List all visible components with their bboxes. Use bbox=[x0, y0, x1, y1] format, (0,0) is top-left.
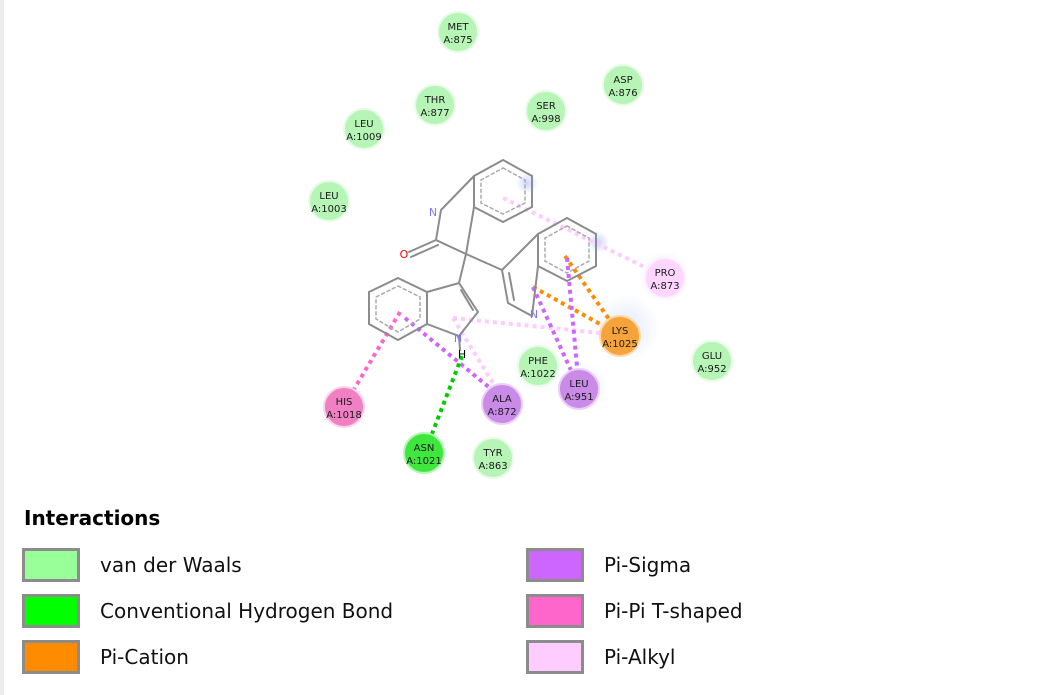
residue-name: LEU bbox=[354, 119, 373, 130]
ligand-bond bbox=[458, 335, 461, 351]
legend-label: Pi-Sigma bbox=[604, 553, 692, 577]
residue-pro873: PRO A:873 bbox=[644, 257, 686, 299]
residue-id: A:876 bbox=[608, 88, 637, 99]
atom-n-indole-right: N bbox=[530, 308, 538, 321]
residue-ser998: SER A:998 bbox=[525, 90, 567, 132]
residue-ala872: ALA A:872 bbox=[481, 383, 523, 425]
atom-n-lactam: N bbox=[429, 206, 437, 219]
residue-glu952: GLU A:952 bbox=[691, 340, 733, 382]
carbonyl-bond bbox=[410, 244, 439, 258]
residue-name: SER bbox=[536, 101, 556, 112]
residue-asn1021: ASN A:1021 bbox=[403, 432, 445, 474]
carbonyl-bond bbox=[408, 239, 437, 253]
benzene-ring bbox=[537, 216, 597, 283]
window-left-edge bbox=[0, 0, 4, 695]
hydrogen-bond-line bbox=[423, 355, 464, 453]
oxindole-ring bbox=[434, 175, 475, 256]
residue-name: GLU bbox=[702, 351, 722, 362]
legend-swatch bbox=[22, 640, 80, 674]
pi-sigma-line bbox=[531, 286, 581, 389]
pi-alkyl-line bbox=[502, 196, 666, 279]
residue-id: A:1022 bbox=[520, 369, 555, 380]
residue-thr877: THR A:877 bbox=[414, 84, 456, 126]
residue-id: A:998 bbox=[531, 114, 560, 125]
residue-name: THR bbox=[424, 95, 446, 106]
residue-name: ASN bbox=[414, 443, 435, 454]
residue-tyr863: TYR A:863 bbox=[472, 437, 514, 479]
aromatic-ring bbox=[480, 167, 526, 215]
legend-label: Pi-Cation bbox=[100, 645, 189, 669]
residue-name: ASP bbox=[613, 75, 632, 86]
legend-item-pi-alkyl: Pi-Alkyl bbox=[526, 639, 675, 675]
interaction-diagram: N O N H N MET A:875 ASP A:876 THR A:877 … bbox=[308, 11, 736, 479]
legend-item-pi-sigma: Pi-Sigma bbox=[526, 547, 691, 583]
legend-title: Interactions bbox=[24, 506, 161, 530]
residue-met875: MET A:875 bbox=[437, 11, 479, 53]
residue-name: HIS bbox=[336, 397, 353, 408]
residue-id: A:875 bbox=[443, 35, 472, 46]
residue-id: A:872 bbox=[487, 407, 516, 418]
ligand-bond bbox=[460, 289, 474, 311]
legend-swatch bbox=[526, 548, 584, 582]
residue-name: PRO bbox=[655, 268, 676, 279]
legend-item-pi-cation: Pi-Cation bbox=[22, 639, 189, 675]
ligand-bond bbox=[508, 272, 515, 301]
residue-id: A:863 bbox=[478, 461, 507, 472]
residue-id: A:1018 bbox=[326, 410, 361, 421]
pi-alkyl-line bbox=[452, 316, 621, 337]
atom-h-indole-left: H bbox=[458, 348, 466, 361]
residue-id: A:1003 bbox=[311, 204, 346, 215]
residue-name: PHE bbox=[528, 356, 548, 367]
solvent-glow bbox=[516, 172, 538, 194]
atom-n-indole-left: N bbox=[454, 332, 462, 345]
residue-id: A:873 bbox=[650, 281, 679, 292]
legend-label: van der Waals bbox=[100, 553, 242, 577]
residue-name: MET bbox=[447, 22, 469, 33]
residue-id: A:1009 bbox=[346, 132, 381, 143]
legend-item-van-der-waals: van der Waals bbox=[22, 547, 242, 583]
legend-item-pi-pi-t-shaped: Pi-Pi T-shaped bbox=[526, 593, 743, 629]
residue-leu1003: LEU A:1003 bbox=[308, 180, 350, 222]
residue-name: TYR bbox=[482, 448, 502, 459]
atom-o-carbonyl: O bbox=[400, 248, 409, 261]
residue-id: A:1025 bbox=[602, 339, 637, 350]
legend-swatch bbox=[526, 594, 584, 628]
pi-sigma-line bbox=[403, 316, 504, 400]
legend-label: Pi-Pi T-shaped bbox=[604, 599, 743, 623]
ligand-bond bbox=[458, 253, 467, 284]
residue-phe1022: PHE A:1022 bbox=[517, 345, 559, 387]
pyrrole-ring bbox=[426, 281, 480, 338]
aromatic-ring bbox=[544, 225, 590, 274]
residue-name: LEU bbox=[569, 379, 588, 390]
residue-name: ALA bbox=[492, 394, 512, 405]
residue-lys1025: LYS A:1025 bbox=[599, 315, 641, 357]
legend-swatch bbox=[22, 548, 80, 582]
ligand-bond bbox=[465, 253, 503, 271]
legend-swatch bbox=[22, 594, 80, 628]
residue-name: LYS bbox=[612, 326, 629, 337]
residue-asp876: ASP A:876 bbox=[602, 64, 644, 106]
legend-item-hydrogen-bond: Conventional Hydrogen Bond bbox=[22, 593, 393, 629]
pyrrole-ring bbox=[500, 233, 539, 318]
residue-id: A:951 bbox=[564, 392, 593, 403]
residue-id: A:952 bbox=[697, 364, 726, 375]
residue-his1018: HIS A:1018 bbox=[323, 386, 365, 428]
residue-leu1009: LEU A:1009 bbox=[343, 108, 385, 150]
legend-label: Pi-Alkyl bbox=[604, 645, 676, 669]
residue-leu951: LEU A:951 bbox=[558, 368, 600, 410]
residue-name: LEU bbox=[319, 191, 338, 202]
legend-swatch bbox=[526, 640, 584, 674]
aromatic-ring bbox=[375, 285, 421, 333]
residue-id: A:877 bbox=[420, 108, 449, 119]
pi-sigma-line bbox=[565, 257, 581, 389]
residue-id: A:1021 bbox=[406, 456, 441, 467]
legend-label: Conventional Hydrogen Bond bbox=[100, 599, 394, 623]
